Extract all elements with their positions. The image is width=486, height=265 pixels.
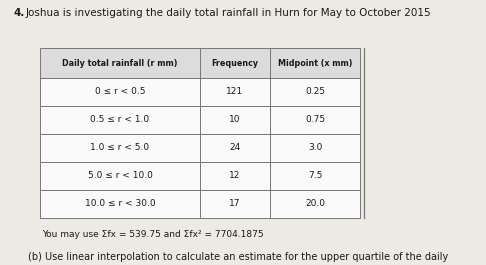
Text: 10: 10	[229, 116, 241, 125]
Bar	[40, 106, 200, 134]
Bar	[270, 190, 360, 218]
Bar	[200, 162, 270, 190]
Text: 0 ≤ r < 0.5: 0 ≤ r < 0.5	[95, 87, 145, 96]
Text: 7.5: 7.5	[308, 171, 322, 180]
Text: 20.0: 20.0	[305, 200, 325, 209]
Bar	[270, 106, 360, 134]
Bar	[200, 78, 270, 106]
Text: 0.75: 0.75	[305, 116, 325, 125]
Bar	[270, 162, 360, 190]
Text: 1.0 ≤ r < 5.0: 1.0 ≤ r < 5.0	[90, 144, 150, 152]
Text: 17: 17	[229, 200, 241, 209]
Bar	[270, 78, 360, 106]
Bar	[200, 134, 270, 162]
Bar	[40, 162, 200, 190]
Text: (b) Use linear interpolation to calculate an estimate for the upper quartile of : (b) Use linear interpolation to calculat…	[28, 252, 448, 262]
Text: 24: 24	[229, 144, 241, 152]
Text: 0.5 ≤ r < 1.0: 0.5 ≤ r < 1.0	[90, 116, 150, 125]
Bar	[40, 48, 200, 78]
Text: Frequency: Frequency	[211, 59, 259, 68]
Text: You may use Σfx = 539.75 and Σfx² = 7704.1875: You may use Σfx = 539.75 and Σfx² = 7704…	[42, 230, 263, 239]
Bar	[40, 190, 200, 218]
Bar	[200, 106, 270, 134]
Text: 0.25: 0.25	[305, 87, 325, 96]
Text: 4.: 4.	[14, 8, 25, 18]
Text: 3.0: 3.0	[308, 144, 322, 152]
Text: 5.0 ≤ r < 10.0: 5.0 ≤ r < 10.0	[87, 171, 153, 180]
Bar	[270, 48, 360, 78]
Bar	[40, 134, 200, 162]
Bar	[40, 78, 200, 106]
Text: 12: 12	[229, 171, 241, 180]
Bar	[200, 190, 270, 218]
Text: 121: 121	[226, 87, 243, 96]
Bar	[270, 134, 360, 162]
Text: 10.0 ≤ r < 30.0: 10.0 ≤ r < 30.0	[85, 200, 156, 209]
Text: Midpoint (x mm): Midpoint (x mm)	[278, 59, 352, 68]
Text: Daily total rainfall (r mm): Daily total rainfall (r mm)	[62, 59, 178, 68]
Bar	[200, 48, 270, 78]
Text: Joshua is investigating the daily total rainfall in Hurn for May to October 2015: Joshua is investigating the daily total …	[26, 8, 432, 18]
